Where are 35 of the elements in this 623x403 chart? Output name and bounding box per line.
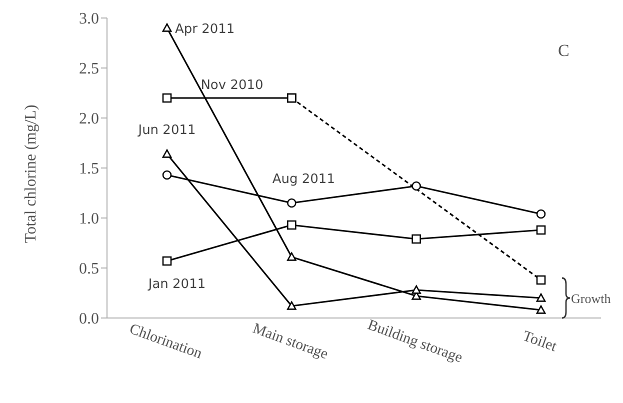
point xyxy=(536,225,546,235)
y-tick-label: 0.0 xyxy=(79,310,99,328)
series-label: Aug 2011 xyxy=(272,172,335,187)
x-tick-label: Toilet xyxy=(520,328,560,356)
point xyxy=(536,293,546,302)
y-tick-label: 1.0 xyxy=(79,210,99,228)
point xyxy=(412,181,421,191)
point xyxy=(287,301,296,310)
point xyxy=(287,93,296,103)
point xyxy=(162,149,172,158)
point xyxy=(536,209,546,219)
point xyxy=(162,256,172,266)
series-label: Nov 2010 xyxy=(200,78,264,93)
point xyxy=(536,305,546,314)
point xyxy=(162,23,172,32)
y-tick-label: 0.5 xyxy=(79,260,99,278)
point xyxy=(162,93,172,103)
x-tick-label: Main storage xyxy=(250,320,330,363)
point xyxy=(287,198,296,208)
y-tick-label: 2.5 xyxy=(79,60,99,78)
series-label: Apr 2011 xyxy=(175,22,235,37)
annotation: Growth xyxy=(571,291,612,306)
y-tick-label: 1.5 xyxy=(79,160,99,178)
series-label: Jun 2011 xyxy=(137,123,196,138)
y-tick-label: 2.0 xyxy=(79,110,99,128)
y-tick-label: 3.0 xyxy=(79,10,99,28)
point xyxy=(162,170,172,180)
annotation: C xyxy=(558,41,570,60)
point xyxy=(287,252,296,261)
point xyxy=(412,234,421,244)
point xyxy=(412,285,421,294)
series-label: Jan 2011 xyxy=(147,277,206,292)
point xyxy=(536,275,546,285)
y-axis-title: Total chlorine (mg/L) xyxy=(22,104,40,243)
point xyxy=(287,220,296,230)
